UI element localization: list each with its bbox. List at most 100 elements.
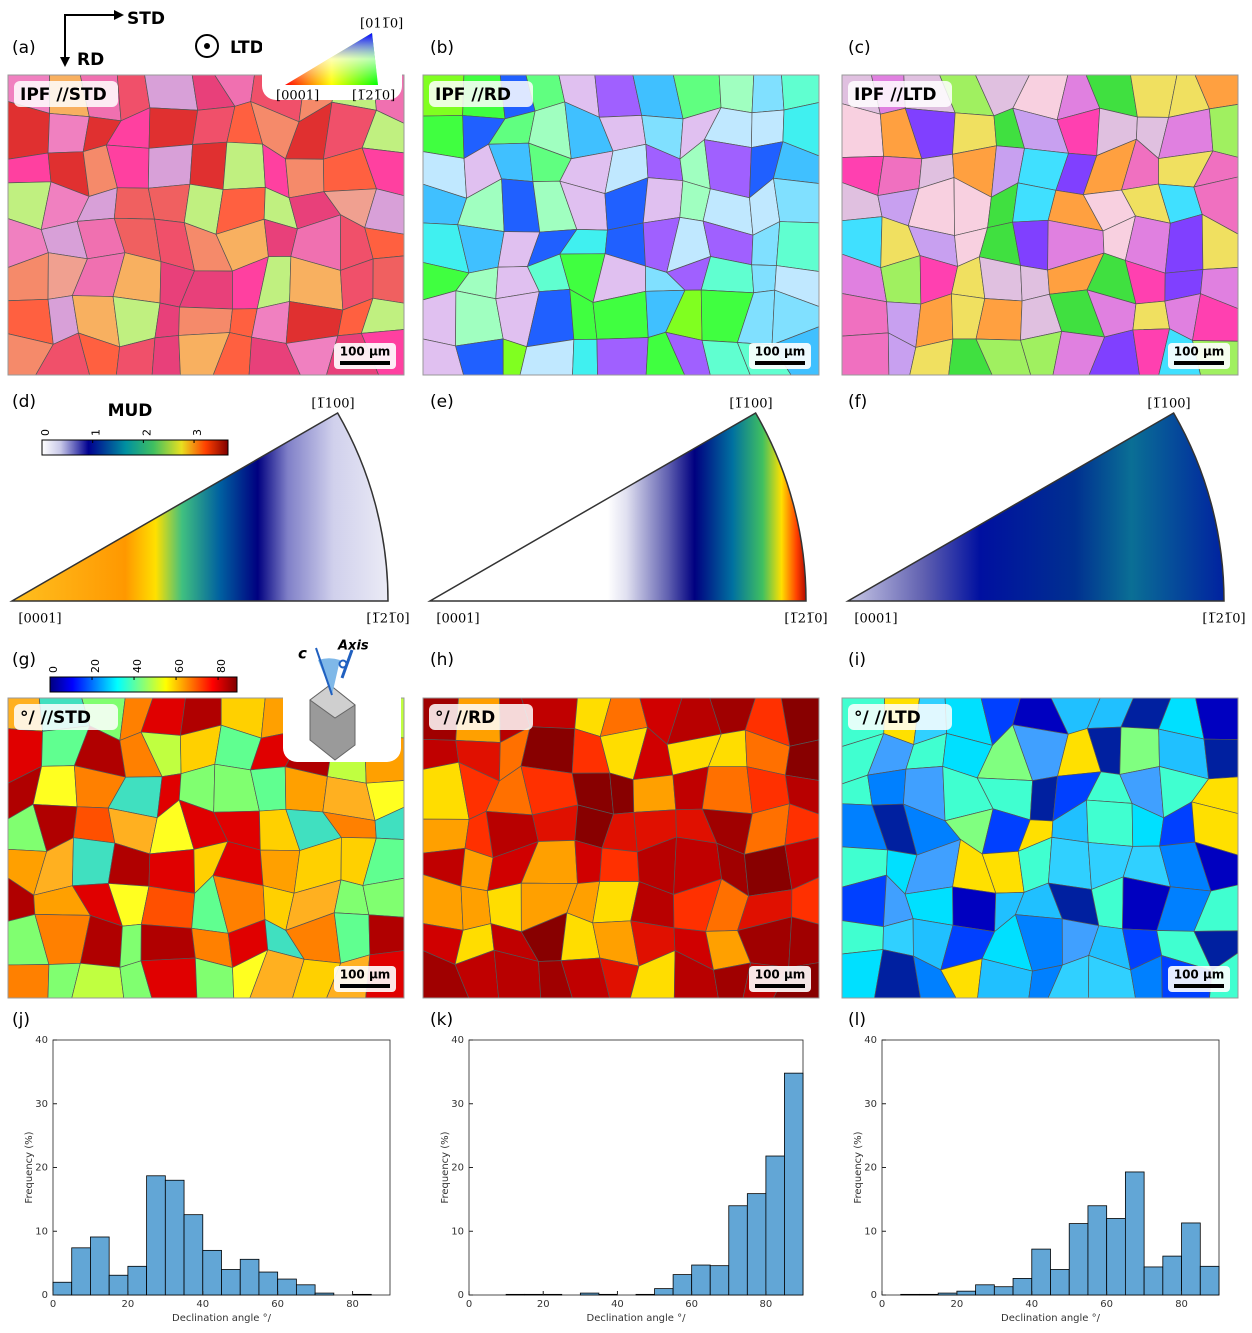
panel-label: (h): [430, 650, 454, 670]
bar: [352, 1293, 372, 1296]
sector-label: [1̅21̅0]: [1202, 612, 1245, 627]
sector-label: [1̅21̅0]: [366, 612, 409, 627]
grain: [599, 847, 640, 882]
scale-label: 100 μm: [340, 345, 391, 359]
panel-label: (j): [12, 1010, 30, 1030]
grain: [1201, 213, 1238, 270]
scale-bar: [1174, 984, 1224, 988]
grain: [842, 332, 890, 375]
y-tick-label: 40: [864, 1035, 877, 1046]
y-tick-label: 10: [35, 1226, 48, 1237]
panel-label: (c): [848, 38, 871, 58]
grain: [782, 102, 819, 157]
colorbar-tick-label: 0: [39, 429, 52, 436]
bar: [709, 1265, 730, 1296]
map-title: °/ //LTD: [854, 708, 921, 728]
map-title: IPF //LTD: [854, 85, 936, 105]
grain: [1130, 954, 1163, 998]
grain: [874, 949, 921, 998]
grain: [212, 332, 252, 375]
bar: [524, 1293, 544, 1296]
grain: [360, 297, 404, 334]
grain: [912, 955, 957, 998]
bar: [746, 1193, 767, 1296]
x-tick-label: 40: [1025, 1299, 1038, 1310]
arrow-head: [114, 10, 124, 20]
panel-label: (d): [12, 392, 36, 412]
bar: [1050, 1269, 1070, 1296]
grain: [776, 221, 819, 272]
y-tick-label: 20: [35, 1163, 48, 1174]
grain: [364, 188, 404, 235]
grain: [423, 338, 464, 375]
grain: [454, 949, 499, 998]
x-tick-label: 0: [50, 1299, 56, 1310]
colorbar-tick-label: 2: [140, 429, 153, 436]
grain: [1193, 176, 1238, 235]
grain: [1028, 964, 1063, 998]
map-title: IPF //STD: [20, 85, 107, 105]
bar: [258, 1271, 279, 1296]
title-box: [14, 704, 118, 730]
ipf-key-label: [0001]: [276, 89, 319, 104]
crystal-key-label: Axis: [337, 639, 369, 654]
grain: [47, 962, 81, 998]
bar: [295, 1284, 316, 1296]
scale-label: 100 μm: [340, 968, 391, 982]
grain: [285, 335, 339, 375]
grain: [8, 333, 54, 375]
panel-label: (g): [12, 650, 36, 670]
map-frame: [422, 697, 820, 999]
bar: [672, 1274, 693, 1296]
grain: [1193, 930, 1238, 972]
title-box: [848, 81, 952, 107]
crystal-top: [309, 684, 356, 719]
grain: [119, 960, 153, 998]
grain: [784, 803, 819, 846]
bar: [221, 1269, 241, 1296]
bar: [1012, 1278, 1033, 1296]
grain: [609, 772, 635, 815]
grain: [455, 338, 504, 375]
grain: [572, 338, 598, 375]
grain: [147, 144, 193, 189]
bar: [505, 1293, 526, 1296]
c-axis: [315, 647, 333, 696]
bar: [900, 1293, 920, 1296]
y-tick-label: 0: [871, 1290, 877, 1301]
grain: [362, 877, 404, 918]
inverse-pole-figure: [9, 411, 389, 602]
bar: [598, 1293, 618, 1296]
degree-symbol: [338, 659, 348, 669]
grain: [773, 177, 819, 224]
grain: [887, 332, 917, 375]
grain: [519, 339, 575, 375]
grain: [909, 338, 954, 375]
colorbar: [41, 439, 229, 456]
grain: [1193, 884, 1238, 932]
ipf-triangle-overlay: [285, 33, 378, 85]
x-tick-label: 20: [537, 1299, 550, 1310]
grain: [115, 337, 156, 375]
orientation-map: [8, 75, 404, 375]
crystal-key-label: c: [298, 645, 307, 663]
bar: [542, 1293, 563, 1296]
y-axis-label: Frequency (%): [440, 1131, 451, 1203]
bar: [52, 1281, 73, 1296]
grain: [1209, 104, 1238, 158]
grain: [364, 227, 404, 260]
x-tick-label: 80: [346, 1299, 359, 1310]
grain: [140, 923, 196, 962]
grain: [372, 255, 404, 304]
grain: [423, 818, 470, 854]
grain: [1119, 726, 1160, 775]
grain: [1191, 801, 1238, 856]
grain: [178, 306, 233, 336]
grain: [673, 949, 719, 998]
bar: [975, 1284, 995, 1296]
sector-label: [1̅100]: [311, 397, 354, 412]
grain: [1164, 213, 1204, 274]
grain: [1194, 75, 1238, 110]
grain: [119, 923, 142, 968]
colorbar-title: MUD: [108, 401, 153, 421]
